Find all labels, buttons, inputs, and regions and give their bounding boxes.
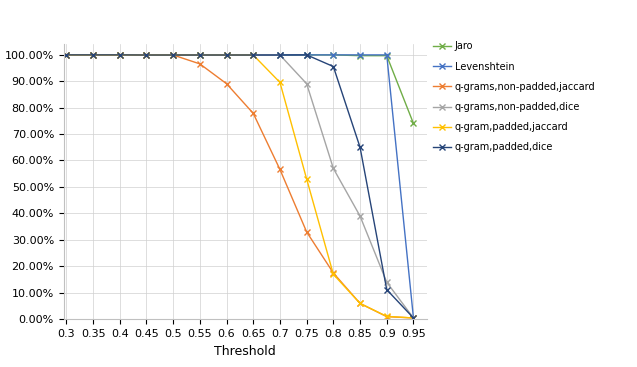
- q-gram,padded,jaccard: [169, 53, 177, 57]
- Line: q-gram,padded,jaccard: q-gram,padded,jaccard: [64, 52, 416, 321]
- q-grams,non-padded,dice: [410, 316, 417, 320]
- Jaro: [89, 53, 97, 57]
- q-gram,padded,dice: [143, 53, 150, 57]
- Jaro: [62, 53, 70, 57]
- Jaro: [356, 54, 364, 58]
- Levenshtein: [223, 53, 231, 57]
- q-grams,non-padded,dice: [383, 280, 390, 284]
- q-gram,padded,dice: [303, 53, 310, 57]
- q-gram,padded,jaccard: [356, 301, 364, 306]
- Levenshtein: [143, 53, 150, 57]
- Levenshtein: [329, 53, 337, 57]
- Line: Jaro: Jaro: [64, 52, 416, 126]
- q-gram,padded,dice: [223, 53, 231, 57]
- Jaro: [410, 121, 417, 126]
- q-gram,padded,jaccard: [329, 272, 337, 276]
- q-gram,padded,dice: [196, 53, 204, 57]
- q-gram,padded,jaccard: [383, 314, 390, 319]
- q-gram,padded,jaccard: [62, 53, 70, 57]
- Jaro: [116, 53, 124, 57]
- q-grams,non-padded,dice: [356, 214, 364, 218]
- q-gram,padded,dice: [356, 145, 364, 149]
- q-gram,padded,dice: [89, 53, 97, 57]
- q-grams,non-padded,jaccard: [196, 62, 204, 66]
- Jaro: [329, 53, 337, 57]
- Line: q-grams,non-padded,dice: q-grams,non-padded,dice: [64, 52, 416, 321]
- q-grams,non-padded,dice: [223, 53, 231, 57]
- q-gram,padded,dice: [250, 53, 257, 57]
- q-grams,non-padded,dice: [329, 166, 337, 171]
- q-gram,padded,jaccard: [116, 53, 124, 57]
- q-gram,padded,dice: [116, 53, 124, 57]
- q-gram,padded,dice: [329, 64, 337, 69]
- Jaro: [196, 53, 204, 57]
- q-gram,padded,jaccard: [143, 53, 150, 57]
- q-grams,non-padded,dice: [116, 53, 124, 57]
- q-grams,non-padded,dice: [303, 81, 310, 86]
- q-grams,non-padded,jaccard: [143, 53, 150, 57]
- q-gram,padded,jaccard: [276, 80, 283, 85]
- q-gram,padded,jaccard: [250, 53, 257, 57]
- q-grams,non-padded,dice: [169, 53, 177, 57]
- Line: q-grams,non-padded,jaccard: q-grams,non-padded,jaccard: [64, 52, 416, 321]
- q-grams,non-padded,dice: [196, 53, 204, 57]
- Levenshtein: [250, 53, 257, 57]
- q-grams,non-padded,dice: [89, 53, 97, 57]
- q-gram,padded,jaccard: [223, 53, 231, 57]
- q-gram,padded,dice: [62, 53, 70, 57]
- Line: Levenshtein: Levenshtein: [64, 52, 416, 321]
- Jaro: [303, 53, 310, 57]
- q-gram,padded,jaccard: [89, 53, 97, 57]
- Levenshtein: [303, 53, 310, 57]
- q-grams,non-padded,jaccard: [410, 316, 417, 320]
- q-grams,non-padded,jaccard: [303, 230, 310, 234]
- Levenshtein: [169, 53, 177, 57]
- q-grams,non-padded,dice: [276, 53, 283, 57]
- q-gram,padded,jaccard: [303, 177, 310, 181]
- q-gram,padded,dice: [383, 287, 390, 292]
- q-gram,padded,jaccard: [410, 316, 417, 320]
- Levenshtein: [62, 53, 70, 57]
- X-axis label: Threshold: Threshold: [215, 345, 276, 357]
- q-grams,non-padded,jaccard: [116, 53, 124, 57]
- Levenshtein: [89, 53, 97, 57]
- Levenshtein: [410, 316, 417, 320]
- Levenshtein: [356, 53, 364, 57]
- q-gram,padded,dice: [169, 53, 177, 57]
- Jaro: [383, 54, 390, 58]
- q-grams,non-padded,jaccard: [356, 301, 364, 306]
- Jaro: [143, 53, 150, 57]
- q-grams,non-padded,jaccard: [383, 315, 390, 319]
- Jaro: [223, 53, 231, 57]
- Legend: Jaro, Levenshtein, q-grams,non-padded,jaccard, q-grams,non-padded,dice, q-gram,p: Jaro, Levenshtein, q-grams,non-padded,ja…: [431, 39, 598, 155]
- q-grams,non-padded,jaccard: [169, 53, 177, 57]
- q-gram,padded,dice: [410, 316, 417, 320]
- Levenshtein: [116, 53, 124, 57]
- q-grams,non-padded,jaccard: [89, 53, 97, 57]
- q-grams,non-padded,jaccard: [276, 167, 283, 172]
- Levenshtein: [196, 53, 204, 57]
- Jaro: [169, 53, 177, 57]
- q-grams,non-padded,jaccard: [62, 53, 70, 57]
- Line: q-gram,padded,dice: q-gram,padded,dice: [64, 52, 416, 321]
- q-grams,non-padded,dice: [250, 53, 257, 57]
- Jaro: [250, 53, 257, 57]
- q-gram,padded,dice: [276, 53, 283, 57]
- q-grams,non-padded,jaccard: [223, 81, 231, 86]
- q-grams,non-padded,dice: [62, 53, 70, 57]
- q-grams,non-padded,dice: [143, 53, 150, 57]
- Levenshtein: [383, 53, 390, 57]
- q-grams,non-padded,jaccard: [329, 271, 337, 275]
- q-gram,padded,jaccard: [196, 53, 204, 57]
- Levenshtein: [276, 53, 283, 57]
- Jaro: [276, 53, 283, 57]
- q-grams,non-padded,jaccard: [250, 111, 257, 116]
